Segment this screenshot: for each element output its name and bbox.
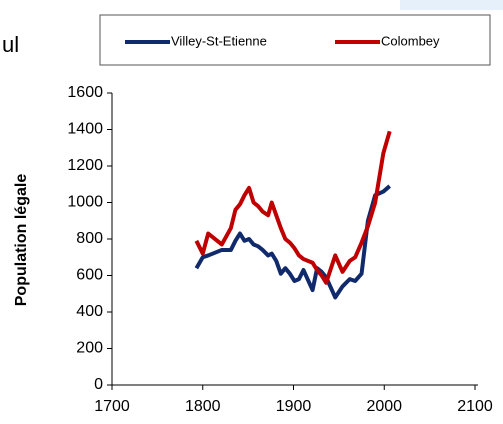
y-tick-label: 200 — [76, 340, 103, 357]
y-tick-label: 0 — [94, 376, 103, 393]
x-tick-label: 1800 — [185, 398, 221, 415]
y-tick-label: 600 — [76, 267, 103, 284]
y-axis-label: Population légale — [13, 174, 30, 307]
y-tick-label: 1400 — [67, 121, 103, 138]
legend-label: Villey-St-Etienne — [171, 33, 267, 48]
y-tick-label: 800 — [76, 230, 103, 247]
page-fragment: ul — [2, 32, 19, 57]
x-tick-label: 1900 — [276, 398, 312, 415]
data-line — [194, 184, 391, 300]
y-tick-label: 1600 — [67, 84, 103, 101]
legend-label: Colombey — [381, 33, 440, 48]
x-tick-label: 2100 — [457, 398, 493, 415]
data-line — [194, 130, 392, 285]
x-tick-label: 1700 — [94, 398, 130, 415]
y-tick-label: 1000 — [67, 194, 103, 211]
decoration — [400, 0, 503, 10]
y-tick-label: 400 — [76, 303, 103, 320]
y-tick-label: 1200 — [67, 157, 103, 174]
x-tick-label: 2000 — [366, 398, 402, 415]
